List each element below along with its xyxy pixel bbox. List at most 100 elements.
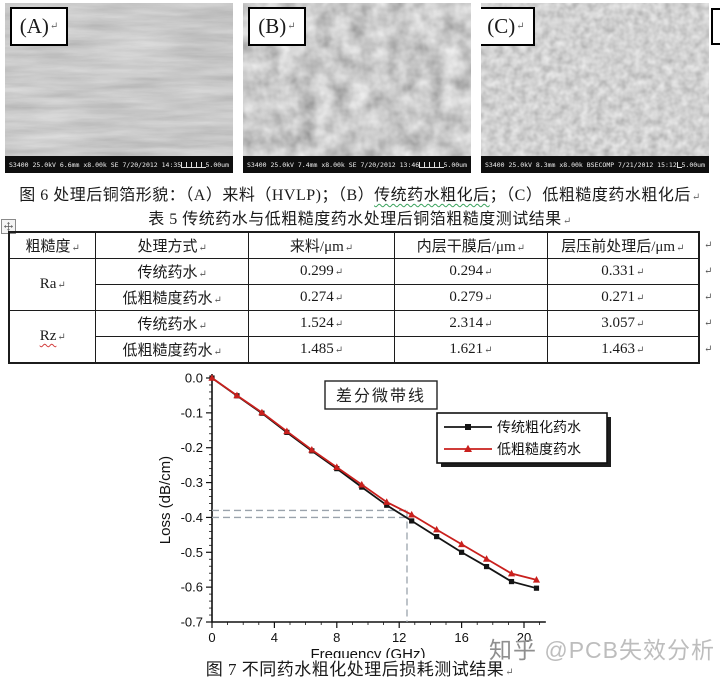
scale-ruler-icon: [419, 161, 444, 168]
marker-triangle: [258, 408, 266, 416]
return-mark-icon: ↵: [516, 20, 525, 32]
marker-square: [459, 549, 465, 555]
legend-label: 低粗糙度药水: [497, 442, 581, 458]
header-method: 处理方式↵: [95, 231, 249, 259]
header-after-dryfilm: 内层干膜后/μm↵: [394, 231, 548, 259]
chart-title: 差分微带线: [336, 387, 426, 405]
sem-meta-text: S3400 25.0kV 7.4mm x8.00k SE 7/20/2012 1…: [247, 160, 420, 169]
y-tick-label: -0.5: [181, 545, 203, 560]
y-tick-label: 0.0: [185, 371, 203, 386]
x-tick-label: 16: [454, 630, 468, 645]
loss-chart: 0.0 -0.1 -0.2 -0.3 -0.4 -0.5 -0.6 -0.7 0 4 8 12 16 20…: [157, 371, 611, 658]
marker-triangle: [358, 480, 366, 488]
method-cell: 低粗糙度药水↵: [95, 284, 249, 311]
sem-image-c: (C) ↵ S3400 25.0kV 8.3mm x8.00k BSECOMP 7…: [481, 3, 709, 173]
table-row: 低粗糙度药水↵ 1.485↵ 1.621↵ 1.463↵: [9, 336, 700, 364]
marker-triangle: [507, 569, 516, 577]
table-row: Ra↵ 传统药水↵ 0.299↵ 0.294↵ 0.331↵: [8, 258, 700, 311]
panel-label-c: (C) ↵: [481, 7, 535, 46]
value-cell: 1.524↵: [247, 310, 396, 337]
spellcheck-underlined-text: 传统药水粗化后: [374, 187, 490, 204]
legend-label: 传统粗化药水: [497, 420, 581, 436]
return-mark-icon: ↵: [287, 20, 296, 32]
y-tick-label: -0.3: [181, 475, 203, 490]
return-mark-icon: ↵: [562, 216, 572, 227]
sem-image-b: (B) ↵ S3400 25.0kV 7.4mm x8.00k SE 7/20/2…: [243, 3, 471, 173]
method-cell: 低粗糙度药水↵: [95, 336, 249, 364]
marker-square: [384, 502, 390, 508]
marker-triangle: [333, 463, 341, 471]
group-rz: Rz↵: [8, 310, 97, 364]
watermark-zhihu: 知乎: [488, 637, 537, 663]
value-cell: 2.314↵: [394, 310, 548, 337]
clipped-label-box-fragment: [711, 8, 720, 45]
value-cell: 1.621↵: [394, 336, 548, 364]
figure6-images: (A) ↵ S3400 25.0kV 6.6mm x8.00k SE 7/20/2…: [5, 3, 709, 173]
x-tick-label: 0: [208, 630, 215, 645]
value-cell: 1.485↵: [247, 336, 396, 364]
watermark-account: @PCB失效分析: [544, 637, 715, 663]
return-mark-icon: ↵: [505, 667, 515, 678]
table-row: Rz↵ 传统药水↵ 1.524↵ 2.314↵ 3.057↵: [8, 310, 700, 364]
marker-square: [533, 585, 540, 591]
table-header-row: 粗糙度↵ 处理方式↵ 来料/μm↵ 内层干膜后/μm↵ 层压前处理后/μm↵: [8, 231, 700, 259]
sem-meta-text: S3400 25.0kV 6.6mm x8.00k SE 7/20/2012 1…: [9, 160, 182, 169]
scale-ruler-icon: [181, 161, 206, 168]
marker-triangle: [283, 427, 291, 435]
marker-triangle: [208, 374, 216, 381]
y-tick-label: -0.2: [181, 440, 203, 455]
value-cell: 0.274↵: [247, 284, 396, 311]
panel-label-b: (B) ↵: [248, 7, 306, 46]
y-axis-label: Loss (dB/cm): [157, 456, 174, 544]
value-cell: 0.271↵: [546, 284, 700, 311]
return-mark-icon: ↵: [691, 192, 701, 203]
cell-end-mark: ↵: [71, 243, 80, 254]
sem-status-bar-c: S3400 25.0kV 8.3mm x8.00k BSECOMP 7/21/2…: [481, 156, 709, 173]
x-tick-label: 12: [392, 630, 406, 645]
sem-status-bar-a: S3400 25.0kV 6.6mm x8.00k SE 7/20/2012 1…: [5, 156, 233, 173]
marker-square: [508, 578, 515, 585]
value-cell: 3.057↵: [546, 310, 700, 337]
y-tick-label: -0.6: [181, 580, 203, 595]
value-cell: 0.279↵: [394, 284, 548, 311]
group-ra: Ra↵: [8, 258, 97, 311]
y-tick-label: -0.4: [181, 510, 203, 525]
x-axis-label: Frequency (GHz): [310, 646, 425, 658]
marker-square: [434, 533, 440, 540]
value-cell: 0.331↵: [546, 258, 700, 285]
x-tick-label: 8: [333, 630, 340, 645]
x-tick-label: 4: [271, 630, 278, 645]
method-cell: 传统药水↵: [95, 258, 249, 285]
scale-label: 5.00um: [443, 160, 467, 169]
marker-triangle: [433, 525, 441, 533]
watermark: 知乎 @PCB失效分析: [489, 631, 715, 665]
scale-ruler-icon: [676, 161, 682, 168]
figure7-caption: 图 7 不同药水粗化处理后损耗测试结果↵: [205, 660, 515, 678]
marker-triangle: [308, 446, 316, 453]
x-tick-label: 20: [517, 630, 531, 645]
header-before-lamination: 层压前处理后/μm↵: [546, 231, 700, 259]
return-mark-icon: ↵: [49, 20, 59, 32]
table-row: 低粗糙度药水↵ 0.274↵ 0.279↵ 0.271↵: [9, 284, 700, 311]
y-tick-label: -0.7: [181, 614, 203, 629]
marker-triangle: [482, 555, 491, 562]
chart-annotation-dashed: [212, 509, 408, 622]
marker-triangle: [233, 391, 241, 399]
scale-label: 5.00um: [205, 160, 229, 169]
sem-image-a: (A) ↵ S3400 25.0kV 6.6mm x8.00k SE 7/20/2…: [5, 3, 233, 173]
row-end-marks: ↵ ↵ ↵ ↵ ↵: [704, 240, 713, 355]
sem-meta-text: S3400 25.0kV 8.3mm x8.00k BSECOMP 7/21/2…: [485, 160, 677, 169]
marker-square: [483, 563, 490, 570]
marker-triangle: [408, 510, 416, 518]
y-tick-label: -0.1: [181, 405, 203, 420]
panel-label-a: (A) ↵: [10, 7, 68, 46]
value-cell: 0.299↵: [247, 258, 396, 285]
table5-caption: 表 5 传统药水与低粗糙度药水处理后铜箔粗糙度测试结果↵: [148, 211, 572, 228]
table-move-handle[interactable]: [1, 219, 16, 234]
sem-status-bar-b: S3400 25.0kV 7.4mm x8.00k SE 7/20/2012 1…: [243, 156, 471, 173]
roughness-table: 粗糙度↵ 处理方式↵ 来料/μm↵ 内层干膜后/μm↵ 层压前处理后/μm↵ R…: [8, 231, 700, 364]
chart-series-low-roughness: [208, 374, 541, 583]
spellcheck-underlined-text: Rz: [39, 328, 57, 344]
